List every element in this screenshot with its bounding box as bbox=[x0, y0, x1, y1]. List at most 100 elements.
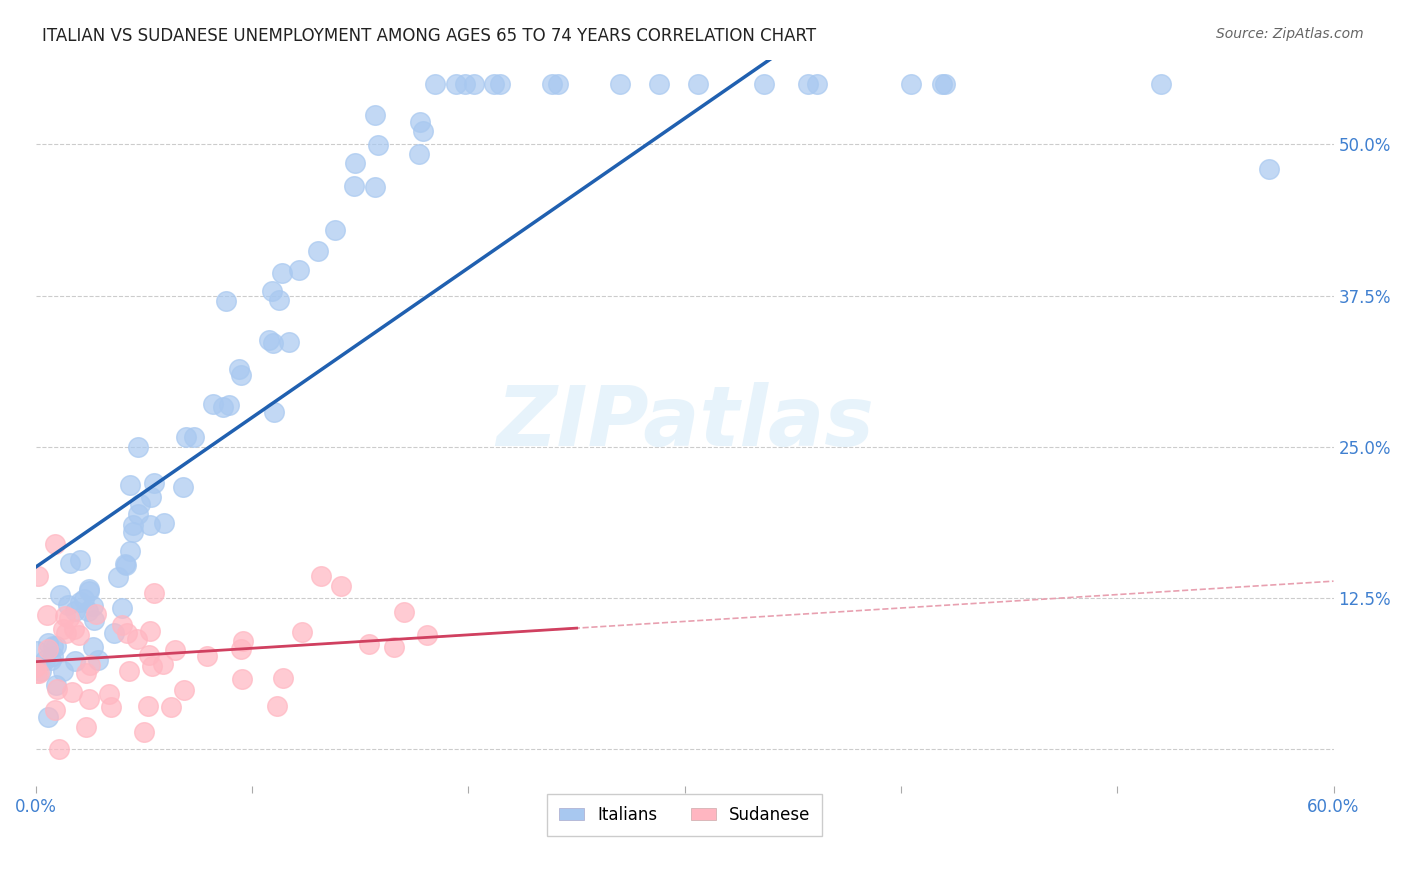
Sudanese bbox=[60, 684, 83, 698]
Italians bbox=[110, 600, 132, 615]
Sudanese bbox=[53, 609, 76, 624]
Italians bbox=[42, 648, 65, 663]
Sudanese bbox=[25, 665, 48, 680]
Italians bbox=[176, 430, 198, 444]
Italians bbox=[120, 477, 142, 491]
Italians bbox=[257, 333, 280, 347]
Italians bbox=[45, 678, 67, 692]
Italians bbox=[270, 266, 292, 280]
Italians bbox=[73, 591, 96, 606]
Sudanese bbox=[77, 692, 100, 706]
Italians bbox=[482, 77, 505, 91]
Italians bbox=[364, 108, 387, 122]
Italians bbox=[364, 179, 387, 194]
Italians bbox=[323, 222, 346, 236]
Sudanese bbox=[139, 624, 162, 638]
Italians bbox=[83, 613, 105, 627]
Italians bbox=[37, 710, 59, 724]
Italians bbox=[30, 665, 52, 679]
Italians bbox=[367, 138, 389, 153]
Italians bbox=[129, 497, 152, 511]
Italians bbox=[65, 654, 87, 668]
Italians bbox=[423, 77, 446, 91]
Italians bbox=[139, 518, 162, 533]
Sudanese bbox=[132, 724, 155, 739]
Sudanese bbox=[98, 686, 121, 700]
Italians bbox=[648, 77, 671, 91]
Sudanese bbox=[266, 699, 288, 714]
Italians bbox=[82, 599, 104, 614]
Italians bbox=[454, 77, 477, 91]
Sudanese bbox=[44, 537, 66, 551]
Italians bbox=[263, 405, 285, 419]
Sudanese bbox=[415, 628, 437, 642]
Italians bbox=[52, 664, 75, 678]
Sudanese bbox=[141, 659, 163, 673]
Italians bbox=[609, 77, 631, 91]
Italians bbox=[446, 77, 468, 91]
Italians bbox=[463, 77, 485, 91]
Italians bbox=[344, 155, 367, 169]
Sudanese bbox=[291, 624, 314, 639]
Italians bbox=[27, 644, 49, 658]
Italians bbox=[278, 334, 301, 349]
Italians bbox=[541, 77, 564, 91]
Sudanese bbox=[125, 632, 148, 646]
Sudanese bbox=[27, 568, 49, 582]
Sudanese bbox=[58, 611, 80, 625]
Italians bbox=[34, 652, 56, 666]
Italians bbox=[139, 490, 162, 504]
Sudanese bbox=[79, 658, 101, 673]
Italians bbox=[122, 524, 145, 539]
Italians bbox=[172, 480, 194, 494]
Sudanese bbox=[309, 568, 332, 582]
Sudanese bbox=[231, 672, 253, 686]
Italians bbox=[262, 285, 284, 299]
Italians bbox=[806, 77, 828, 91]
Sudanese bbox=[86, 607, 108, 622]
Legend: Italians, Sudanese: Italians, Sudanese bbox=[547, 794, 823, 836]
Sudanese bbox=[48, 742, 70, 756]
Italians bbox=[77, 582, 100, 597]
Italians bbox=[228, 361, 250, 376]
Italians bbox=[796, 77, 818, 91]
Sudanese bbox=[142, 585, 165, 599]
Sudanese bbox=[35, 608, 58, 623]
Italians bbox=[408, 146, 430, 161]
Italians bbox=[547, 77, 569, 91]
Sudanese bbox=[55, 625, 77, 640]
Italians bbox=[114, 557, 136, 571]
Italians bbox=[412, 124, 434, 138]
Sudanese bbox=[100, 700, 122, 714]
Italians bbox=[77, 604, 100, 618]
Italians bbox=[45, 639, 67, 653]
Italians bbox=[934, 77, 956, 91]
Sudanese bbox=[37, 642, 59, 657]
Italians bbox=[686, 77, 709, 91]
Italians bbox=[218, 398, 240, 412]
Italians bbox=[152, 516, 174, 530]
Italians bbox=[69, 595, 91, 609]
Italians bbox=[931, 77, 953, 91]
Text: Source: ZipAtlas.com: Source: ZipAtlas.com bbox=[1216, 27, 1364, 41]
Italians bbox=[82, 640, 104, 654]
Italians bbox=[409, 115, 432, 129]
Italians bbox=[69, 552, 91, 566]
Italians bbox=[267, 293, 290, 307]
Sudanese bbox=[27, 666, 49, 681]
Italians bbox=[49, 588, 72, 602]
Italians bbox=[114, 558, 136, 572]
Italians bbox=[900, 77, 922, 91]
Italians bbox=[77, 583, 100, 598]
Sudanese bbox=[111, 618, 134, 632]
Sudanese bbox=[75, 720, 97, 734]
Sudanese bbox=[330, 579, 353, 593]
Sudanese bbox=[46, 682, 69, 697]
Italians bbox=[121, 518, 143, 533]
Sudanese bbox=[392, 605, 415, 619]
Italians bbox=[42, 639, 65, 653]
Sudanese bbox=[118, 664, 141, 678]
Sudanese bbox=[62, 623, 84, 637]
Italians bbox=[752, 77, 775, 91]
Italians bbox=[202, 397, 225, 411]
